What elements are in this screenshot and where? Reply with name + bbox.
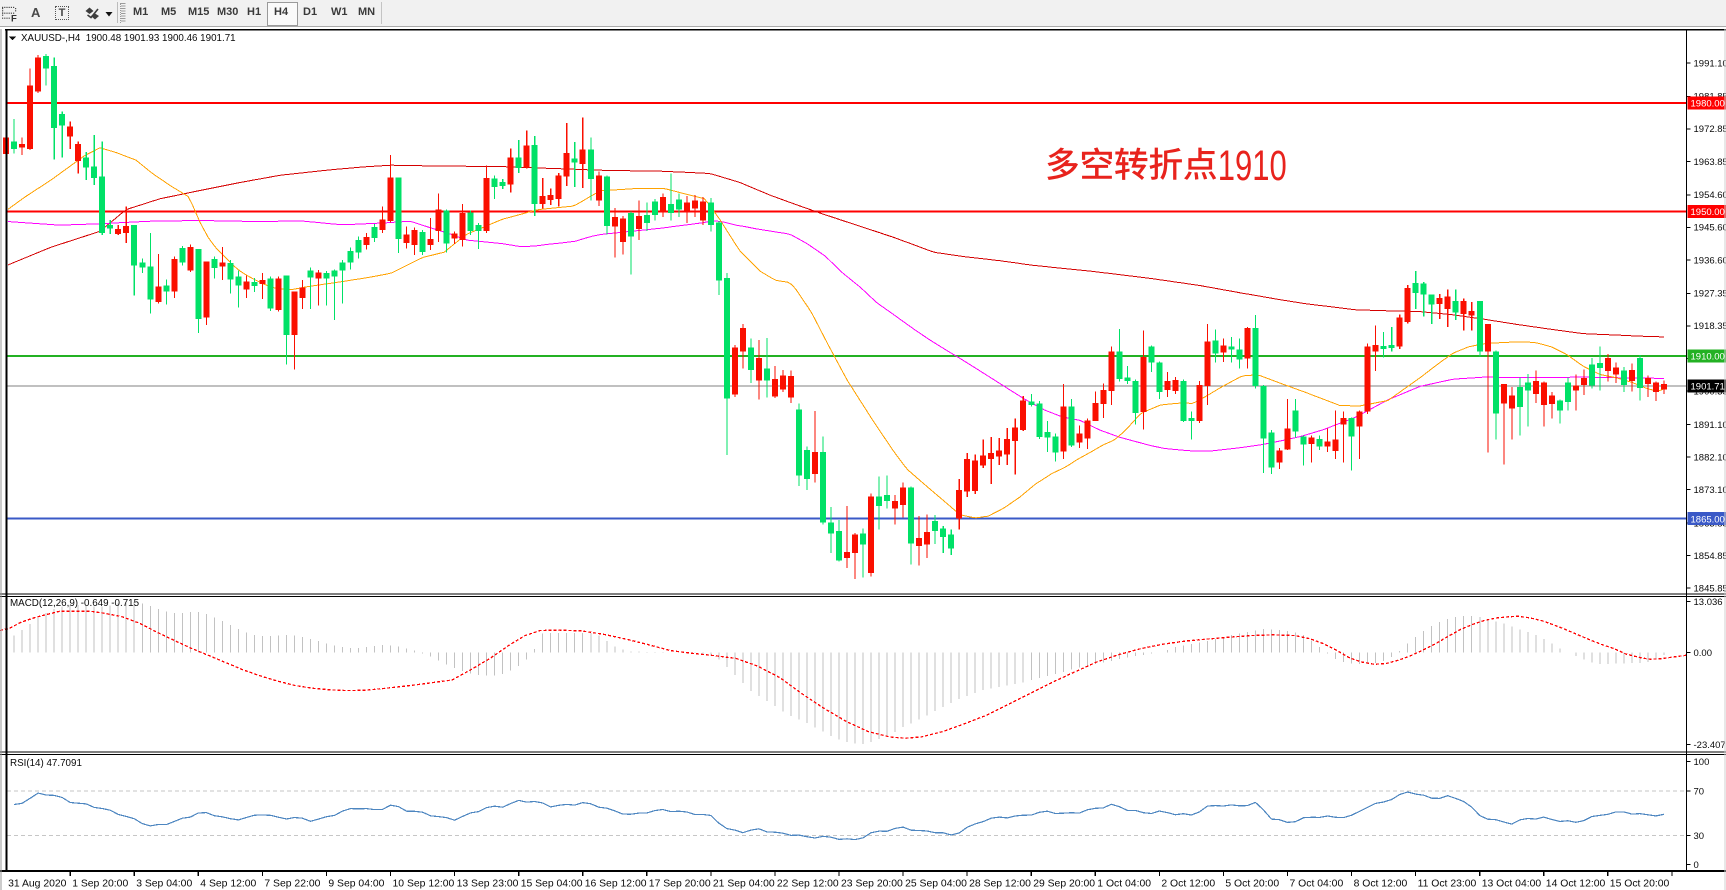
svg-text:2 Oct 12:00: 2 Oct 12:00 xyxy=(1161,879,1215,890)
svg-text:1910.00: 1910.00 xyxy=(1691,352,1725,363)
svg-text:1901.71: 1901.71 xyxy=(1691,382,1725,393)
svg-text:1927.35: 1927.35 xyxy=(1694,289,1726,300)
svg-text:17 Sep 20:00: 17 Sep 20:00 xyxy=(649,879,711,890)
svg-text:30: 30 xyxy=(1694,831,1705,842)
svg-text:1910: 1910 xyxy=(1218,142,1287,190)
svg-text:13.036: 13.036 xyxy=(1694,597,1723,608)
svg-text:1 Oct 04:00: 1 Oct 04:00 xyxy=(1097,879,1151,890)
svg-text:1891.10: 1891.10 xyxy=(1694,420,1726,431)
svg-text:1845.85: 1845.85 xyxy=(1694,583,1726,594)
svg-text:1945.60: 1945.60 xyxy=(1694,223,1726,234)
svg-text:70: 70 xyxy=(1694,787,1705,798)
svg-text:16 Sep 12:00: 16 Sep 12:00 xyxy=(585,879,647,890)
svg-text:10 Sep 12:00: 10 Sep 12:00 xyxy=(393,879,455,890)
svg-text:F: F xyxy=(11,14,17,25)
svg-text:28 Sep 12:00: 28 Sep 12:00 xyxy=(969,879,1031,890)
svg-text:15 Sep 04:00: 15 Sep 04:00 xyxy=(521,879,583,890)
svg-text:0.00: 0.00 xyxy=(1694,648,1713,659)
svg-text:4 Sep 12:00: 4 Sep 12:00 xyxy=(200,879,256,890)
svg-text:1918.35: 1918.35 xyxy=(1694,321,1726,332)
svg-text:21 Sep 04:00: 21 Sep 04:00 xyxy=(713,879,775,890)
svg-text:8 Oct 12:00: 8 Oct 12:00 xyxy=(1354,879,1408,890)
svg-text:9 Sep 04:00: 9 Sep 04:00 xyxy=(328,879,384,890)
svg-text:1963.85: 1963.85 xyxy=(1694,157,1726,168)
svg-text:3 Sep 04:00: 3 Sep 04:00 xyxy=(136,879,192,890)
svg-text:1972.85: 1972.85 xyxy=(1694,124,1726,135)
svg-text:1991.10: 1991.10 xyxy=(1694,58,1726,69)
svg-text:22 Sep 12:00: 22 Sep 12:00 xyxy=(777,879,839,890)
svg-text:15 Oct 20:00: 15 Oct 20:00 xyxy=(1610,879,1670,890)
svg-text:13 Sep 23:00: 13 Sep 23:00 xyxy=(457,879,519,890)
svg-text:25 Sep 04:00: 25 Sep 04:00 xyxy=(905,879,967,890)
svg-text:MACD(12,26,9) -0.649 -0.715: MACD(12,26,9) -0.649 -0.715 xyxy=(10,598,140,609)
svg-text:5 Oct 20:00: 5 Oct 20:00 xyxy=(1225,879,1279,890)
svg-text:1854.85: 1854.85 xyxy=(1694,551,1726,562)
svg-text:1 Sep 20:00: 1 Sep 20:00 xyxy=(72,879,128,890)
svg-text:29 Sep 20:00: 29 Sep 20:00 xyxy=(1033,879,1095,890)
svg-text:100: 100 xyxy=(1694,757,1710,768)
svg-text:1954.60: 1954.60 xyxy=(1694,190,1726,201)
svg-text:11 Oct 23:00: 11 Oct 23:00 xyxy=(1418,879,1477,890)
svg-text:-23.407: -23.407 xyxy=(1694,740,1726,751)
svg-text:1980.00: 1980.00 xyxy=(1691,99,1725,110)
svg-text:1873.10: 1873.10 xyxy=(1694,485,1726,496)
svg-text:RSI(14) 47.7091: RSI(14) 47.7091 xyxy=(10,758,82,769)
svg-text:1865.00: 1865.00 xyxy=(1691,514,1725,525)
svg-text:13 Oct 04:00: 13 Oct 04:00 xyxy=(1482,879,1542,890)
svg-text:7 Sep 22:00: 7 Sep 22:00 xyxy=(264,879,320,890)
svg-text:31 Aug 2020: 31 Aug 2020 xyxy=(8,879,67,890)
svg-text:7 Oct 04:00: 7 Oct 04:00 xyxy=(1290,879,1344,890)
svg-text:1936.60: 1936.60 xyxy=(1694,255,1726,266)
svg-text:23 Sep 20:00: 23 Sep 20:00 xyxy=(841,879,903,890)
svg-text:0: 0 xyxy=(1694,860,1699,871)
svg-text:1882.10: 1882.10 xyxy=(1694,452,1726,463)
svg-text:1950.00: 1950.00 xyxy=(1691,207,1725,218)
svg-text:XAUUSD-,H4 1900.48 1901.93 19: XAUUSD-,H4 1900.48 1901.93 1900.46 1901.… xyxy=(21,33,236,44)
svg-text:14 Oct 12:00: 14 Oct 12:00 xyxy=(1546,879,1606,890)
